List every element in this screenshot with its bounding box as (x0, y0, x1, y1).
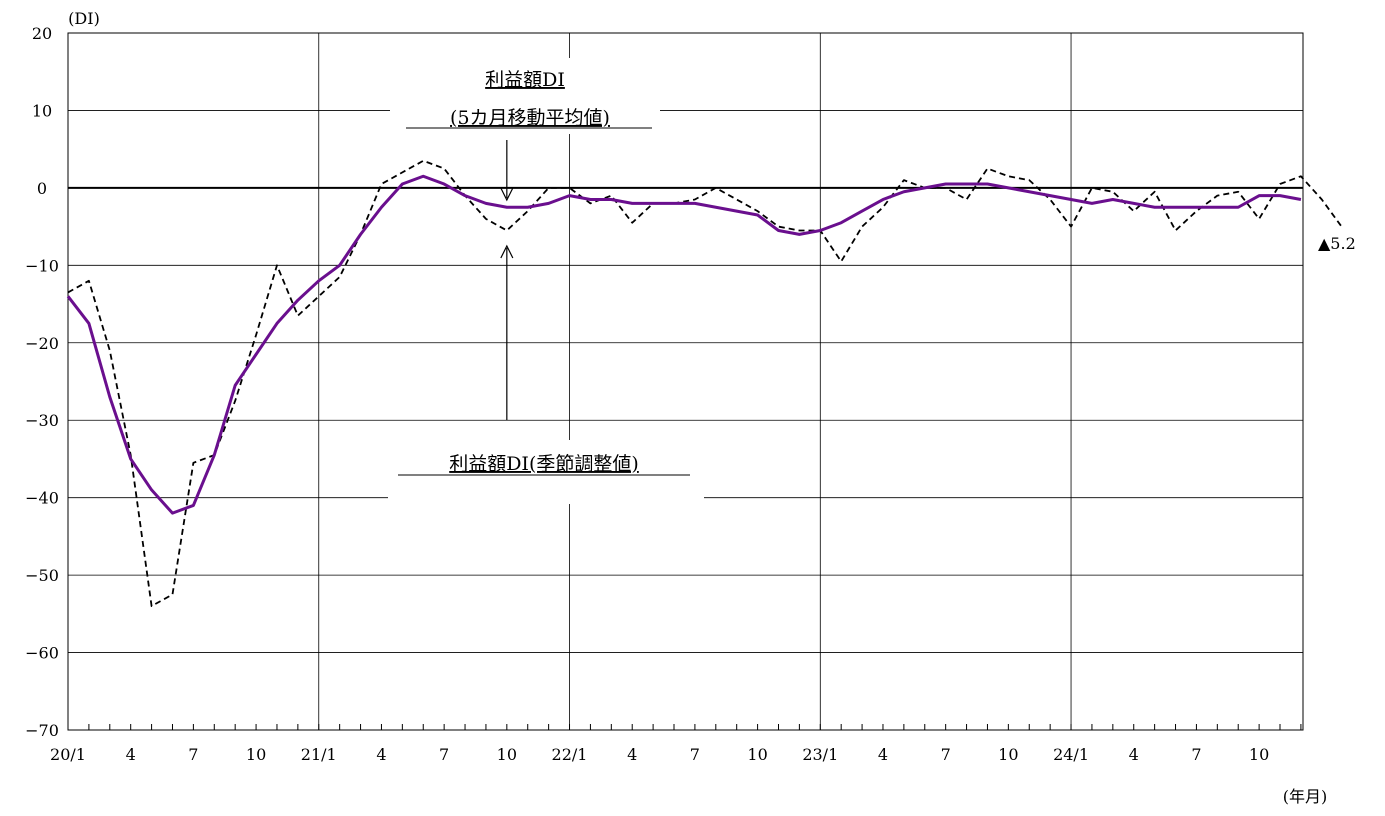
x-tick-label: 4 (376, 745, 386, 764)
annotations: 利益額DI (5カ月移動平均値) 利益額DI(季節調整値) (388, 58, 704, 504)
x-tick-label: 10 (497, 745, 517, 764)
y-tick-label: 10 (32, 101, 52, 120)
x-tick-label: 4 (878, 745, 888, 764)
x-tick-label: 4 (627, 745, 637, 764)
x-tick-label: 4 (126, 745, 136, 764)
x-tick-label: 21/1 (301, 745, 337, 764)
series-layer (66, 159, 1344, 607)
x-tick-label: 10 (1249, 745, 1269, 764)
plot-frame (67, 32, 1304, 731)
annotation-bottom-label: 利益額DI(季節調整値) (449, 453, 639, 475)
x-tick-label: 7 (1191, 745, 1201, 764)
annotation-bottom-mask (388, 440, 704, 504)
x-tick-label: 10 (246, 745, 266, 764)
x-unit-label: (年月) (1283, 787, 1328, 806)
annotation-bottom-arrowhead (500, 244, 514, 259)
y-unit-label: (DI) (68, 9, 100, 28)
labels: (DI) (年月) ▲5.2 (68, 9, 1356, 806)
x-tick-label: 7 (439, 745, 449, 764)
y-tick-label: −20 (25, 334, 59, 353)
grid (67, 32, 1304, 731)
y-tick-label: −30 (25, 411, 59, 430)
annotation-top-line2: (5カ月移動平均値) (450, 107, 610, 129)
annotation-top-mask (390, 58, 660, 134)
y-tick-label: −10 (25, 256, 59, 275)
x-tick-label: 7 (941, 745, 951, 764)
x-tick-label: 7 (188, 745, 198, 764)
y-tick-label: −60 (25, 644, 59, 663)
y-tick-label: 20 (32, 24, 52, 43)
x-tick-label: 20/1 (50, 745, 86, 764)
y-tick-label: −70 (25, 721, 59, 740)
y-tick-label: 0 (37, 179, 47, 198)
x-tick-label: 10 (747, 745, 767, 764)
x-tick-label: 4 (1129, 745, 1139, 764)
x-tick-label: 24/1 (1053, 745, 1089, 764)
y-tick-label: −40 (25, 489, 59, 508)
y-tick-label: −50 (25, 566, 59, 585)
series-line-seasonally-adjusted (67, 159, 1344, 607)
x-tick-label: 22/1 (552, 745, 588, 764)
end-value-label: ▲5.2 (1318, 234, 1356, 253)
annotation-top-arrowhead (500, 187, 514, 202)
x-tick-label: 10 (998, 745, 1018, 764)
annotation-top-line1: 利益額DI (485, 69, 565, 91)
axes: 20 10 0 −10 −20 −30 −40 −50 −60 −70 20/1 4 7 10 21/1 4 7… (25, 24, 1302, 764)
x-tick-label: 7 (690, 745, 700, 764)
series-line-moving-average (66, 174, 1302, 515)
x-tick-label: 23/1 (802, 745, 838, 764)
